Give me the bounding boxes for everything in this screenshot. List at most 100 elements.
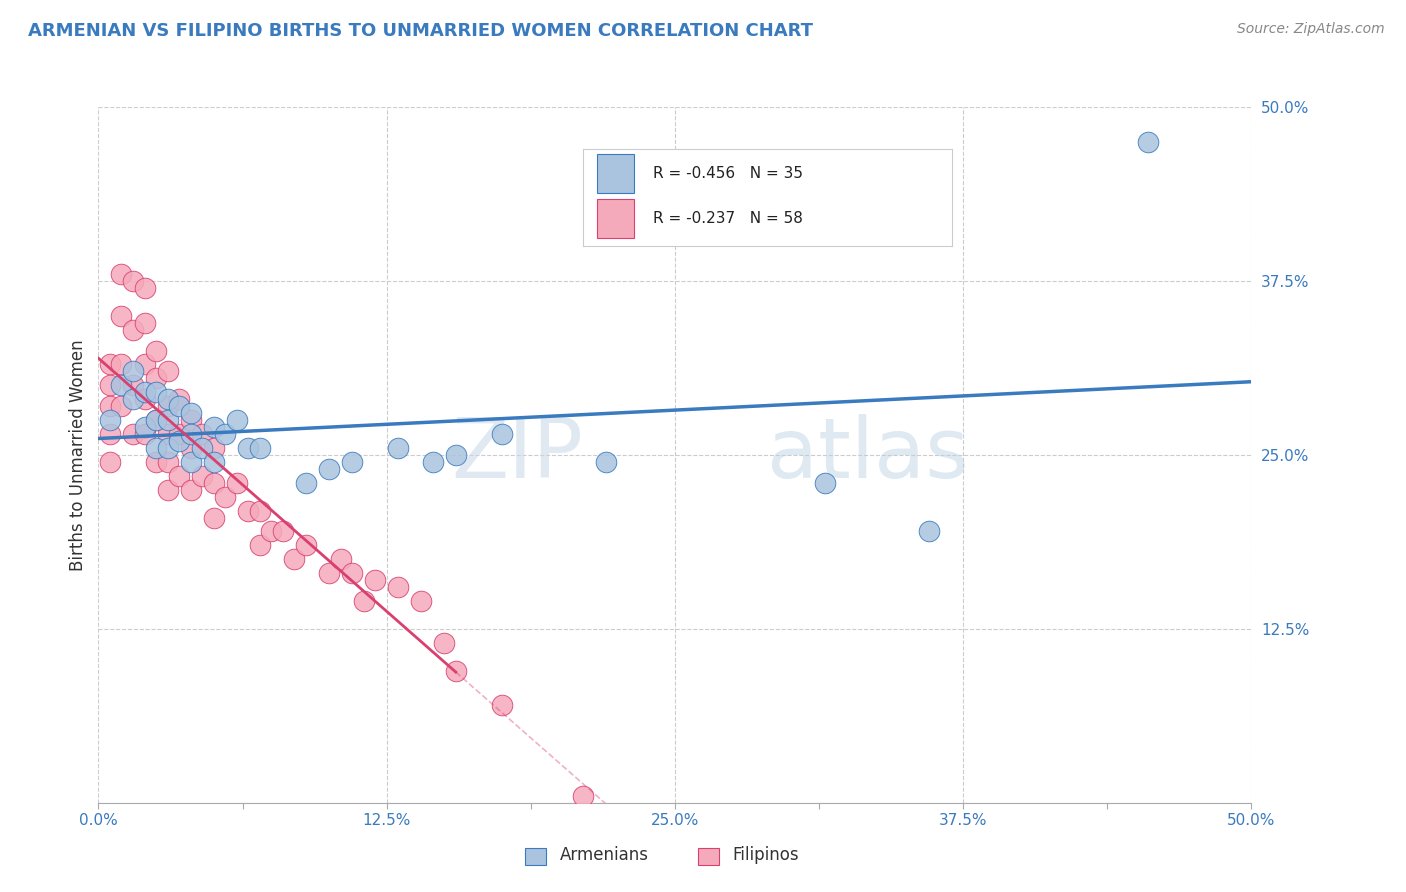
Point xyxy=(167,392,190,407)
Point xyxy=(491,698,513,713)
Text: Source: ZipAtlas.com: Source: ZipAtlas.com xyxy=(1237,22,1385,37)
Point xyxy=(156,441,179,455)
Point xyxy=(98,358,121,372)
Point xyxy=(202,420,225,434)
Point xyxy=(202,475,225,490)
Point xyxy=(145,413,167,427)
Point xyxy=(191,427,214,442)
Point xyxy=(122,274,145,288)
Point xyxy=(122,323,145,337)
Point xyxy=(134,420,156,434)
Point xyxy=(814,475,837,490)
Point xyxy=(353,594,375,608)
Text: atlas: atlas xyxy=(768,415,969,495)
Point xyxy=(167,468,190,483)
Point xyxy=(156,455,179,469)
Point xyxy=(134,358,156,372)
Point xyxy=(110,309,132,323)
Point xyxy=(238,441,260,455)
Point xyxy=(134,427,156,442)
Point xyxy=(249,441,271,455)
Point xyxy=(1136,135,1159,149)
Point xyxy=(318,462,340,476)
Point xyxy=(238,503,260,517)
Point xyxy=(145,441,167,455)
Point xyxy=(145,413,167,427)
Point xyxy=(145,371,167,385)
Point xyxy=(340,455,363,469)
Point xyxy=(260,524,283,539)
Point xyxy=(180,483,202,497)
Point xyxy=(180,441,202,455)
Point xyxy=(134,392,156,407)
Point xyxy=(180,413,202,427)
Point xyxy=(225,475,247,490)
Point xyxy=(364,573,387,587)
Point xyxy=(422,455,444,469)
Point xyxy=(202,455,225,469)
Point xyxy=(202,510,225,524)
Point xyxy=(110,378,132,392)
Point xyxy=(134,385,156,400)
Point xyxy=(180,427,202,442)
Point xyxy=(110,399,132,413)
Point xyxy=(214,490,236,504)
Point xyxy=(156,483,179,497)
Point xyxy=(295,538,318,552)
Point xyxy=(98,427,121,442)
Point xyxy=(98,399,121,413)
Text: Filipinos: Filipinos xyxy=(733,846,799,864)
Point xyxy=(180,455,202,469)
Point xyxy=(134,281,156,295)
Point xyxy=(180,406,202,420)
Point xyxy=(191,468,214,483)
Point xyxy=(387,441,409,455)
Text: Armenians: Armenians xyxy=(560,846,648,864)
Point xyxy=(411,594,433,608)
Point xyxy=(225,413,247,427)
Point xyxy=(145,343,167,358)
Point xyxy=(98,378,121,392)
Point xyxy=(433,636,456,650)
Point xyxy=(202,441,225,455)
Point xyxy=(98,413,121,427)
Point xyxy=(167,399,190,413)
Bar xyxy=(697,848,718,865)
Point xyxy=(98,455,121,469)
Y-axis label: Births to Unmarried Women: Births to Unmarried Women xyxy=(69,339,87,571)
Point xyxy=(167,427,190,442)
Point xyxy=(214,427,236,442)
Text: ZIP: ZIP xyxy=(451,415,582,495)
Point xyxy=(156,392,179,407)
Point xyxy=(191,441,214,455)
Point xyxy=(122,378,145,392)
Point xyxy=(167,434,190,448)
Point xyxy=(156,427,179,442)
Point xyxy=(122,427,145,442)
Point xyxy=(145,385,167,400)
Point xyxy=(122,364,145,378)
Point xyxy=(249,538,271,552)
Point xyxy=(156,399,179,413)
Point xyxy=(295,475,318,490)
Point xyxy=(110,358,132,372)
Point xyxy=(122,392,145,407)
Point xyxy=(571,789,593,803)
Point xyxy=(340,566,363,581)
Point xyxy=(444,448,467,462)
Point xyxy=(329,552,352,566)
Point xyxy=(134,316,156,330)
Point xyxy=(271,524,294,539)
Point xyxy=(387,580,409,594)
Point xyxy=(156,413,179,427)
Point xyxy=(249,503,271,517)
Point xyxy=(917,524,939,539)
Point xyxy=(156,364,179,378)
Point xyxy=(110,267,132,281)
Point xyxy=(444,664,467,678)
Bar xyxy=(524,848,546,865)
Point xyxy=(318,566,340,581)
Text: ARMENIAN VS FILIPINO BIRTHS TO UNMARRIED WOMEN CORRELATION CHART: ARMENIAN VS FILIPINO BIRTHS TO UNMARRIED… xyxy=(28,22,813,40)
Point xyxy=(595,455,617,469)
Point xyxy=(283,552,305,566)
